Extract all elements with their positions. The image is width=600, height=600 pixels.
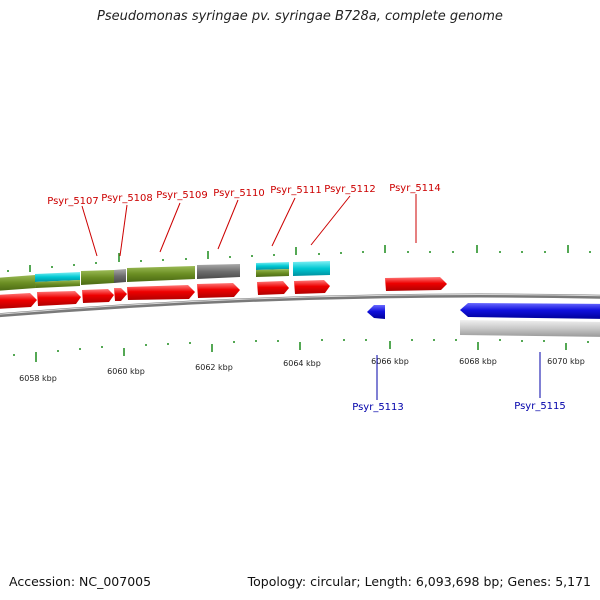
- gene-labels: Psyr_5107 Psyr_5108 Psyr_5109 Psyr_5110 …: [47, 183, 566, 413]
- feature-block-gray-2: [197, 264, 240, 279]
- axis-label: 6070 kbp: [547, 357, 585, 366]
- feature-block-olive-2: [35, 280, 80, 288]
- gene-arrow-forward: [37, 291, 81, 306]
- axis-labels: 6058 kbp 6060 kbp 6062 kbp 6064 kbp 6066…: [19, 357, 585, 383]
- feature-block-gray-1: [114, 269, 126, 283]
- gene-arrow-forward: [82, 289, 114, 303]
- gene-arrow-forward: [127, 285, 195, 300]
- gene-label-psyr-5107: Psyr_5107: [47, 196, 99, 207]
- gene-label-psyr-5111: Psyr_5111: [270, 185, 322, 196]
- gene-label-psyr-5112: Psyr_5112: [324, 184, 376, 195]
- feature-block-cyan-3: [293, 261, 330, 276]
- reverse-genes: [367, 303, 600, 319]
- axis-label: 6060 kbp: [107, 367, 145, 376]
- outer-tick-ring: [7, 245, 591, 272]
- axis-label: 6064 kbp: [283, 359, 321, 368]
- feature-block-cyan-2: [256, 262, 289, 270]
- axis-label: 6066 kbp: [371, 357, 409, 366]
- inner-tick-ring: [13, 339, 589, 362]
- gene-arrow-forward: [0, 293, 37, 309]
- gene-arrow-forward: [257, 281, 289, 295]
- gene-label-psyr-5108: Psyr_5108: [101, 193, 153, 204]
- gene-label-psyr-5115: Psyr_5115: [514, 401, 566, 412]
- gene-label-psyr-5113: Psyr_5113: [352, 402, 404, 413]
- gene-arrow-forward: [114, 288, 127, 301]
- feature-block-olive-3: [81, 270, 114, 285]
- gene-label-psyr-5110: Psyr_5110: [213, 188, 265, 199]
- label-leaders: [81, 194, 541, 400]
- forward-genes: [0, 277, 447, 309]
- axis-label: 6058 kbp: [19, 374, 57, 383]
- feature-block-olive-4: [127, 266, 195, 282]
- feature-block-olive-5: [256, 269, 289, 277]
- feature-block-olive-1: [0, 275, 36, 291]
- axis-label: 6062 kbp: [195, 363, 233, 372]
- axis-label: 6068 kbp: [459, 357, 497, 366]
- accession-label: Accession: NC_007005: [9, 574, 152, 589]
- genome-backbone: [0, 293, 600, 318]
- map-title: Pseudomonas syringae pv. syringae B728a,…: [97, 9, 503, 24]
- genome-summary: Topology: circular; Length: 6,093,698 bp…: [247, 574, 591, 589]
- gene-arrow-forward: [385, 277, 447, 291]
- gene-arrow-reverse: [367, 305, 385, 319]
- feature-track-outer: [0, 261, 600, 337]
- feature-block-light-gray: [460, 320, 600, 337]
- gene-label-psyr-5109: Psyr_5109: [156, 190, 208, 201]
- feature-block-cyan-1: [35, 272, 80, 282]
- gene-arrow-forward: [197, 283, 240, 298]
- gene-arrow-reverse: [460, 303, 600, 319]
- gene-arrow-forward: [294, 280, 330, 294]
- gene-label-psyr-5114: Psyr_5114: [389, 183, 441, 194]
